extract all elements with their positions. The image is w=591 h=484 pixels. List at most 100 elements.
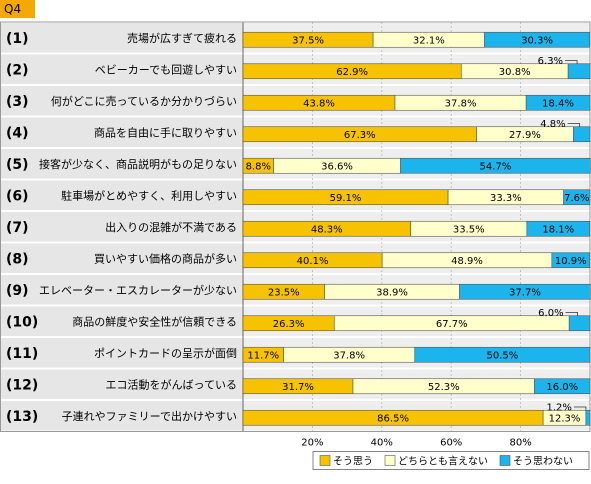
- row-number: (2): [6, 62, 29, 78]
- bar-segment-3: [459, 283, 591, 300]
- category-label: ポイントカードの呈示が面倒: [94, 346, 237, 360]
- bar-segment-3: [551, 252, 590, 269]
- bar-value-label: 6.0%: [538, 308, 563, 319]
- row-label-background: [0, 243, 243, 273]
- bar-value-label: 27.9%: [509, 130, 541, 141]
- bar-value-label: 30.3%: [521, 35, 553, 46]
- bar-value-label: 37.7%: [509, 287, 541, 298]
- category-label: 商品の鮮度や安全性が信頼できる: [72, 314, 237, 328]
- callout-leader: [565, 312, 578, 316]
- bar-value-label: 37.8%: [333, 350, 365, 361]
- bar-value-label: 32.1%: [413, 35, 445, 46]
- row-number: (10): [6, 314, 38, 330]
- bar-segment-3: [525, 94, 591, 111]
- row-label-background: [0, 306, 243, 336]
- bar-value-label: 37.8%: [445, 98, 477, 109]
- bar-value-label: 33.5%: [453, 224, 485, 235]
- bar-value-label: 38.9%: [376, 287, 408, 298]
- category-label: 売場が広すぎて疲れる: [127, 31, 237, 45]
- bar-value-label: 26.3%: [273, 319, 305, 330]
- bar-value-label: 16.0%: [546, 382, 578, 393]
- row-label-background: [0, 180, 243, 210]
- category-label: 出入りの混雑が不満である: [105, 220, 237, 234]
- row-label-background: [0, 86, 243, 116]
- bar-value-label: 1.2%: [547, 403, 572, 414]
- category-label: エコ活動をがんばっている: [106, 377, 237, 391]
- bar-value-label: 52.3%: [428, 382, 460, 393]
- question-tag: Q4: [0, 0, 35, 18]
- bar-value-label: 18.4%: [542, 98, 574, 109]
- x-tick-label: 20%: [301, 438, 323, 449]
- row-number: (8): [6, 251, 29, 267]
- bar-value-label: 62.9%: [336, 67, 368, 78]
- bar-segment-3: [484, 31, 590, 48]
- row-number: (13): [6, 409, 38, 425]
- bar-value-label: 6.3%: [538, 56, 563, 67]
- row-label-background: [0, 401, 243, 431]
- bar-segment-3: [573, 126, 591, 143]
- x-tick-label: 60%: [440, 438, 462, 449]
- row-label-background: [0, 212, 243, 242]
- bar-value-label: 86.5%: [377, 413, 409, 424]
- callout-leader: [567, 123, 581, 127]
- bar-value-label: 40.1%: [297, 256, 329, 267]
- bar-value-label: 12.3%: [549, 413, 581, 424]
- bar-value-label: 10.9%: [555, 256, 587, 267]
- legend-label: そう思わない: [513, 456, 573, 468]
- bar-value-label: 11.7%: [247, 350, 279, 361]
- legend-label: どちらとも言えない: [398, 455, 488, 468]
- row-number: (12): [6, 377, 38, 393]
- legend-swatch-1: [319, 455, 331, 466]
- bar-value-label: 54.7%: [480, 161, 512, 172]
- row-number: (4): [6, 125, 29, 141]
- category-label: 子連れやファミリーで出かけやすい: [62, 409, 237, 423]
- category-label: 接客が少なく、商品説明がもの足りない: [39, 157, 237, 171]
- legend: そう思う どちらとも言えない そう思わない: [312, 451, 590, 470]
- bar-value-label: 23.5%: [268, 287, 300, 298]
- category-label: エレベーター・エスカレーターが少ない: [39, 283, 237, 297]
- row-label-background: [0, 338, 243, 368]
- category-label: 商品を自由に手に取りやすい: [94, 125, 237, 139]
- callout-leader: [565, 60, 578, 64]
- bar-value-label: 67.3%: [344, 130, 376, 141]
- x-tick-label: 40%: [371, 438, 393, 449]
- x-tick-label: 80%: [509, 438, 531, 449]
- bar-value-label: 8.8%: [246, 161, 271, 172]
- callout-leader: [573, 406, 587, 411]
- bar-segment-3: [567, 63, 591, 80]
- row-label-background: [0, 275, 243, 305]
- bar-segment-3: [400, 157, 591, 174]
- bar-value-label: 30.8%: [499, 67, 531, 78]
- bar-value-label: 36.6%: [321, 161, 353, 172]
- category-label: ベビーカーでも回遊しやすい: [95, 62, 237, 76]
- category-label: 駐車場がとめやすく、利用しやすい: [61, 188, 237, 202]
- bar-value-label: 48.3%: [311, 224, 343, 235]
- row-number: (3): [6, 94, 29, 110]
- category-label: 買いやすい価格の商品が多い: [94, 251, 237, 265]
- row-number: (5): [6, 157, 29, 173]
- row-number: (11): [6, 346, 38, 362]
- bar-value-label: 7.6%: [564, 193, 589, 204]
- row-label-background: [0, 117, 243, 147]
- category-label: 何がどこに売っているか分かりづらい: [51, 94, 237, 108]
- row-number: (1): [6, 31, 29, 47]
- legend-swatch-2: [384, 455, 396, 466]
- bar-value-label: 43.8%: [303, 98, 335, 109]
- bar-value-label: 50.5%: [486, 350, 518, 361]
- bar-value-label: 31.7%: [282, 382, 314, 393]
- bar-segment-3: [585, 409, 591, 426]
- row-number: (9): [6, 283, 29, 299]
- plot-frame: [0, 21, 591, 432]
- bar-value-label: 59.1%: [330, 193, 362, 204]
- legend-box: [312, 451, 590, 470]
- bar-value-label: 33.3%: [490, 193, 522, 204]
- bar-value-label: 67.7%: [436, 319, 468, 330]
- bar-value-label: 4.8%: [540, 119, 565, 130]
- row-number: (7): [6, 220, 29, 236]
- bar-segment-3: [568, 315, 591, 332]
- row-label-background: [0, 54, 243, 84]
- bar-segment-3: [534, 378, 591, 395]
- row-label-background: [0, 149, 243, 179]
- row-number: (6): [6, 188, 29, 204]
